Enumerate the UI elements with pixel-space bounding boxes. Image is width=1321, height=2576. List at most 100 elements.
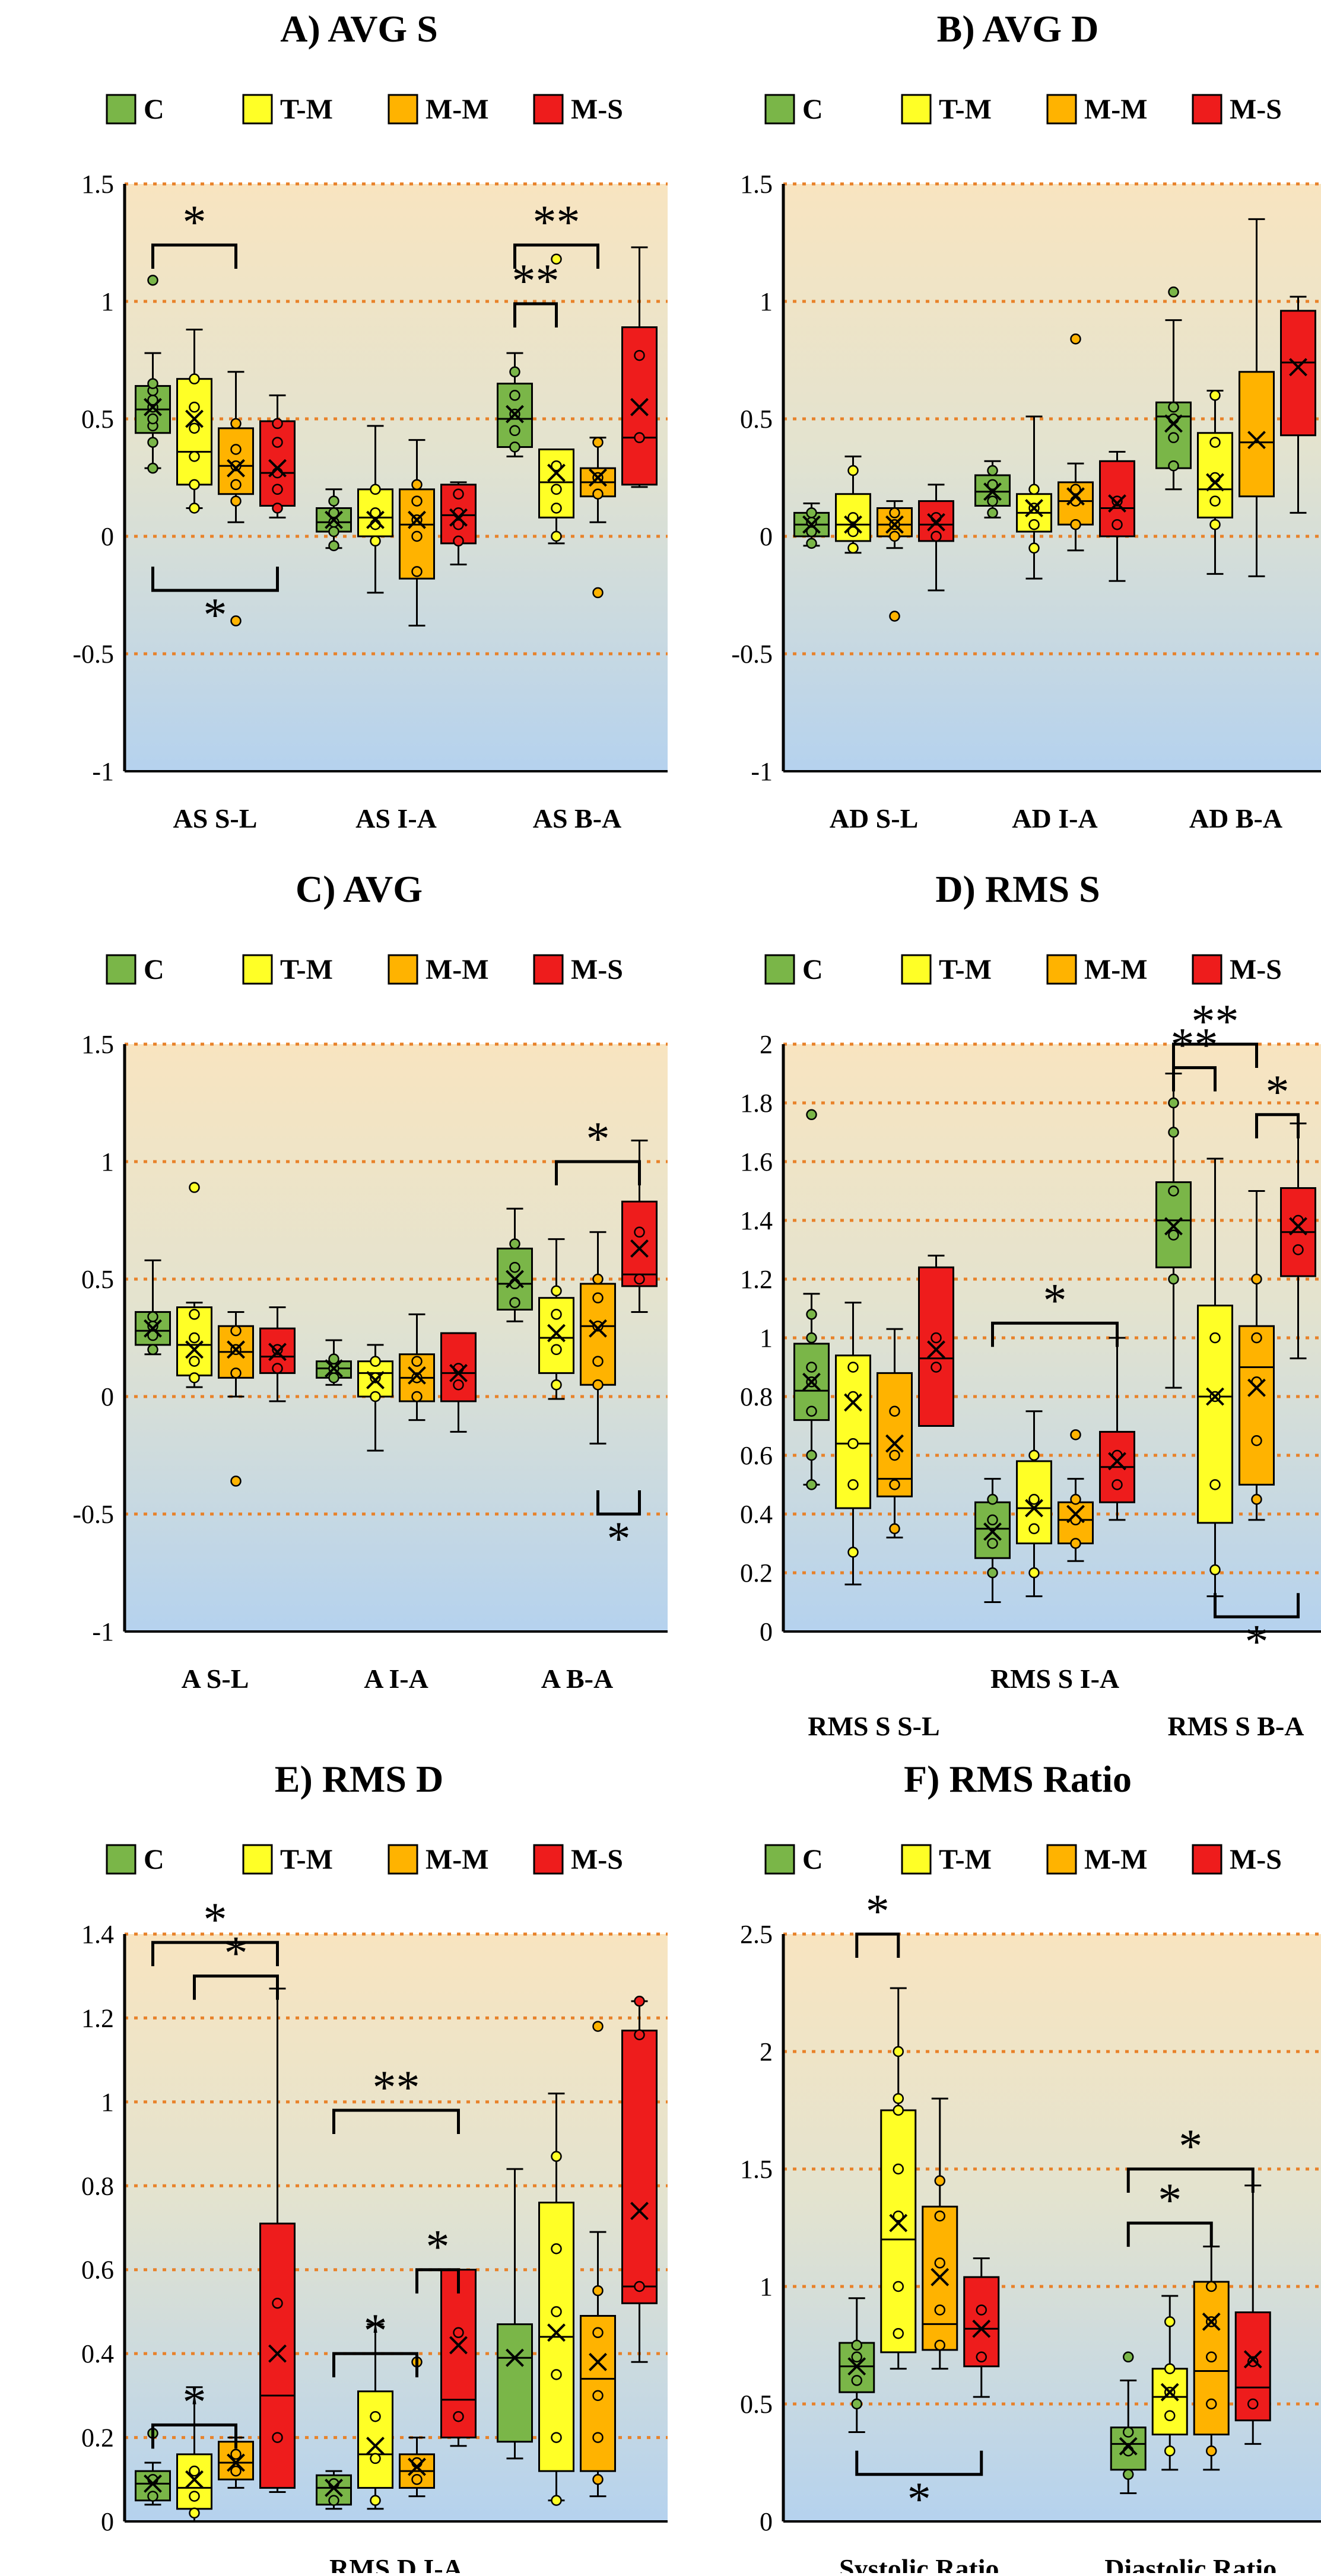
data-point [893, 2163, 904, 2175]
data-point [509, 1297, 520, 1308]
significance-bracket [151, 243, 237, 269]
mean-marker [144, 1319, 162, 1338]
data-point [1070, 1538, 1081, 1549]
data-point [931, 1332, 942, 1344]
legend-label-m-s: M-S [571, 1844, 623, 1875]
mean-marker [366, 1370, 385, 1389]
box-m-m [580, 437, 616, 599]
legend-swatch-m-s [1192, 954, 1222, 985]
mean-marker [983, 482, 1002, 501]
data-point [592, 1292, 604, 1303]
mean-marker [227, 459, 245, 478]
data-point [509, 425, 520, 437]
legend-swatch-t-m [242, 954, 273, 985]
data-point [987, 1538, 998, 1549]
data-point [147, 462, 158, 474]
box-m-s [621, 1139, 658, 1313]
y-tick-label: 1.5 [81, 170, 114, 199]
data-point [934, 2304, 945, 2316]
data-point [1112, 519, 1123, 530]
y-tick-label: 1.5 [740, 2155, 773, 2184]
data-point [934, 2175, 945, 2187]
significance-star: * [1043, 1274, 1067, 1327]
mean-marker [144, 2474, 162, 2493]
box-t-m [357, 1344, 393, 1452]
box-c [497, 352, 533, 457]
outlier-point [230, 615, 242, 626]
box-t-m [538, 2092, 574, 2506]
mean-marker [325, 510, 343, 529]
data-point [453, 2410, 464, 2422]
data-point [847, 1479, 859, 1490]
data-point [847, 465, 859, 476]
data-point [147, 2491, 158, 2502]
box-body [918, 1266, 954, 1427]
data-point [1164, 2445, 1176, 2457]
category-label: A I-A [364, 1664, 428, 1694]
data-point [806, 1405, 817, 1417]
data-point [889, 530, 900, 542]
mean-marker [547, 1324, 566, 1343]
category-label: A S-L [182, 1664, 249, 1694]
box-m-m [1239, 1190, 1275, 1521]
mean-marker [983, 1522, 1002, 1541]
category-label: Diastolic Ratio [1104, 2553, 1276, 2573]
data-point [1028, 542, 1040, 554]
y-tick-label: 2 [760, 1030, 773, 1059]
data-point [1164, 2316, 1176, 2327]
chart-title: B) AVG D [937, 8, 1099, 50]
box-t-m [176, 1182, 212, 1388]
y-tick-label: -1 [751, 757, 773, 786]
category-label: RMS S B-A [1167, 1711, 1304, 1741]
box-t-m [1197, 1157, 1233, 1598]
data-point [847, 1547, 859, 1558]
y-tick-label: 1.4 [740, 1206, 773, 1235]
data-point [893, 2046, 904, 2057]
legend-swatch-c [106, 94, 136, 125]
data-point [189, 1372, 200, 1384]
mean-marker [1025, 499, 1043, 517]
mean-marker [506, 2348, 524, 2367]
data-point [1206, 2351, 1217, 2363]
chart-panel-2: B) AVG D C T-M M-M M-S -1 -0.5 0 0.5 1 1.5 AD S-L AD… [731, 8, 1321, 834]
data-point [592, 437, 604, 448]
data-point [592, 2285, 604, 2297]
legend-swatch-t-m [242, 1844, 273, 1875]
mean-marker [449, 508, 468, 527]
data-point [328, 2495, 339, 2506]
mean-marker [931, 2267, 950, 2286]
data-point [1112, 1479, 1123, 1490]
legend-swatch-c [106, 954, 136, 985]
category-label: RMS S I-A [990, 1664, 1119, 1694]
outlier-point [592, 587, 604, 599]
data-point [551, 1309, 562, 1320]
mean-marker [1243, 2350, 1262, 2369]
outlier-point [1070, 333, 1081, 345]
y-tick-label: -0.5 [72, 640, 114, 669]
data-point [509, 1261, 520, 1273]
data-point [806, 538, 817, 549]
data-point [453, 2327, 464, 2339]
box-c [135, 1259, 171, 1356]
mean-marker [802, 1372, 821, 1391]
data-point [147, 378, 158, 389]
box-t-m [880, 1987, 917, 2370]
data-point [411, 479, 423, 491]
box-c [316, 2470, 352, 2510]
data-point [189, 1309, 200, 1320]
data-point [328, 1372, 339, 1384]
data-point [411, 530, 423, 542]
data-point [1028, 1494, 1040, 1505]
mean-marker [802, 515, 821, 534]
mean-marker [1108, 1452, 1126, 1471]
data-point [987, 507, 998, 519]
legend-label-c: C [802, 94, 823, 125]
significance-bracket [332, 2108, 460, 2134]
mean-marker [589, 468, 607, 487]
data-point [230, 460, 242, 472]
category-label: AD S-L [830, 803, 919, 834]
data-point [147, 413, 158, 425]
data-point [551, 2306, 562, 2317]
mean-marker [1108, 494, 1126, 513]
legend-swatch-c [764, 954, 795, 985]
